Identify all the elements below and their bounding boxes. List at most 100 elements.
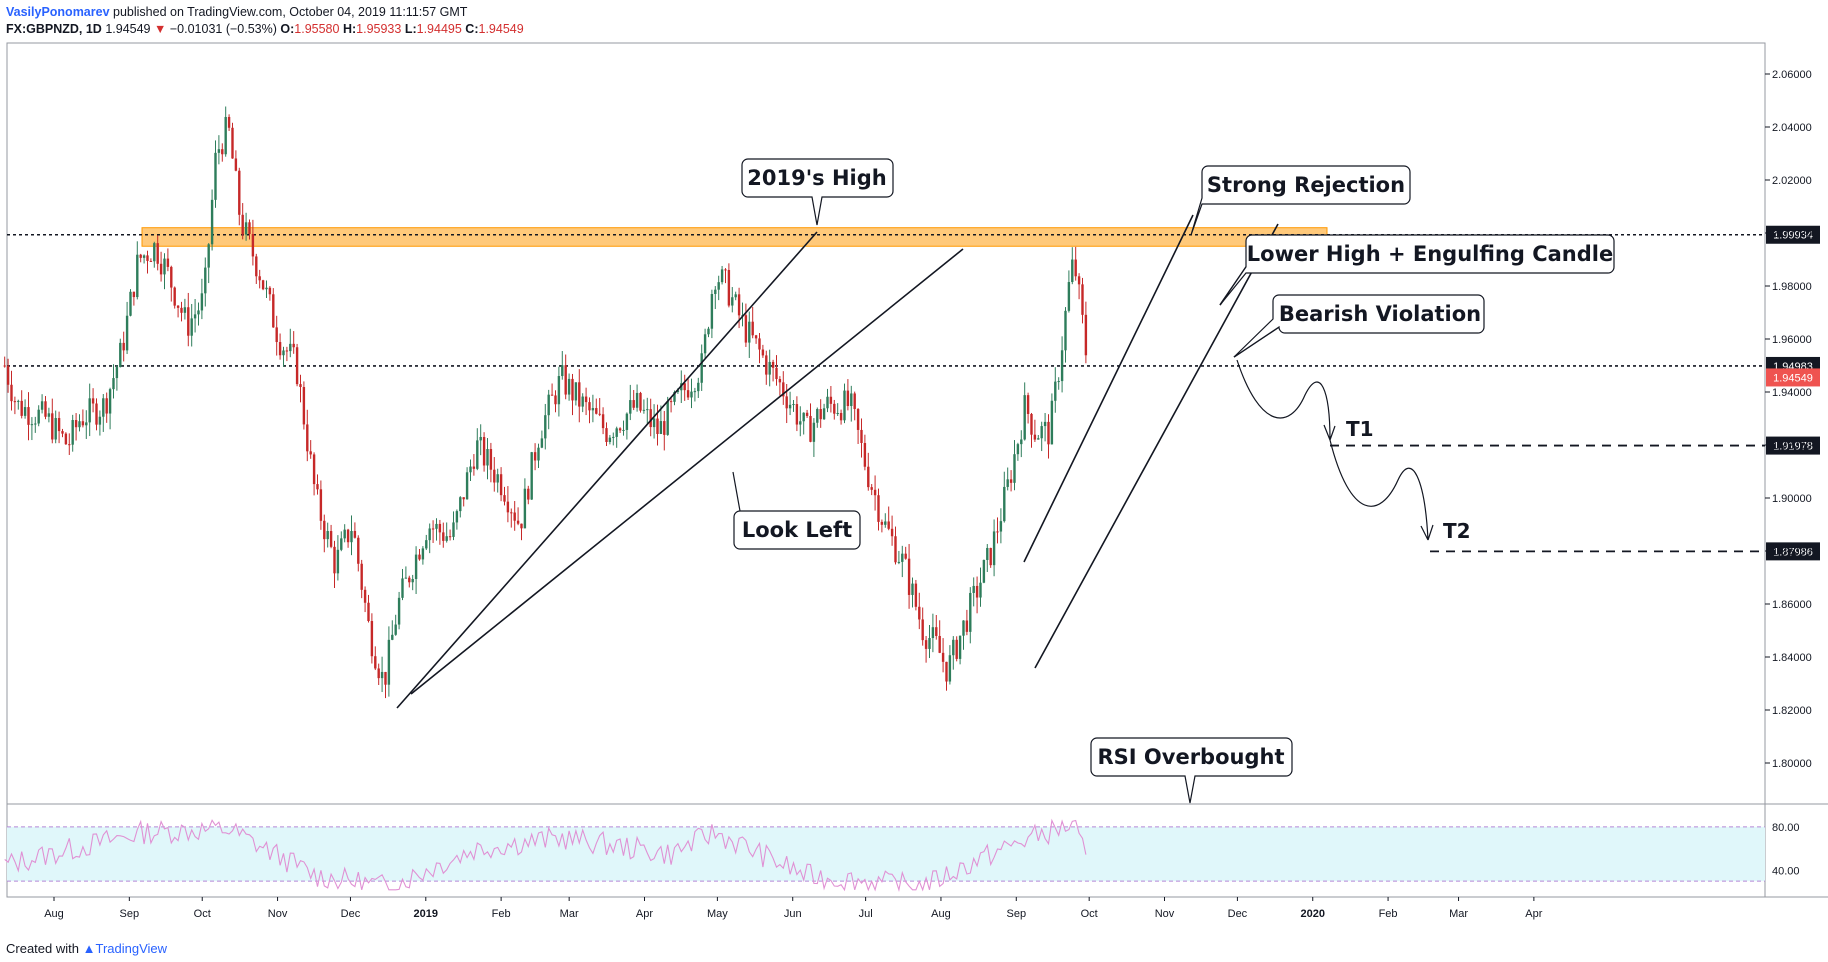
- candle: [496, 468, 499, 493]
- candle: [421, 546, 425, 565]
- rsi-tick-label: 40.00: [1772, 865, 1800, 877]
- tradingview-brand[interactable]: TradingView: [95, 941, 168, 956]
- candle: [652, 404, 656, 439]
- candle: [646, 397, 649, 424]
- candle: [826, 388, 829, 413]
- label-2019-high[interactable]: 2019's High: [741, 158, 894, 226]
- candle: [183, 298, 187, 320]
- candle: [353, 522, 357, 539]
- candle: [860, 418, 863, 458]
- footer: Created with ▲TradingView: [6, 941, 167, 956]
- candle: [489, 442, 493, 483]
- candle: [452, 511, 455, 541]
- candle: [149, 258, 153, 262]
- candle: [870, 484, 873, 496]
- symbol-label[interactable]: FX:GBPNZD, 1D: [6, 22, 102, 36]
- candle: [197, 302, 200, 326]
- candle: [707, 326, 710, 338]
- candle: [748, 311, 751, 358]
- candle: [312, 452, 316, 496]
- label-rsi-overbought[interactable]: RSI Overbought: [1090, 737, 1293, 804]
- price-tick-label: 1.94000: [1772, 387, 1812, 399]
- close-value: 1.94549: [478, 22, 524, 36]
- label-strong-rejection[interactable]: Strong Rejection: [1190, 165, 1411, 236]
- candle: [924, 635, 928, 663]
- publish-line: VasilyPonomarev published on TradingView…: [6, 4, 524, 21]
- candle: [350, 515, 353, 556]
- candle: [948, 645, 952, 685]
- trend-line[interactable]: [1034, 223, 1279, 669]
- candle: [57, 411, 61, 444]
- candle: [91, 388, 95, 413]
- candle: [455, 509, 459, 530]
- candle: [370, 613, 374, 664]
- candle: [686, 378, 690, 401]
- rsi-band-fill: [7, 826, 1765, 882]
- candle: [428, 523, 431, 554]
- label-lower-high[interactable]: Lower High + Engulfing Candle: [1219, 234, 1615, 306]
- candle: [251, 219, 255, 266]
- candle: [945, 661, 948, 691]
- candle: [224, 106, 227, 157]
- price-tick-label: 1.82000: [1772, 705, 1812, 717]
- candle: [465, 467, 469, 500]
- candle: [445, 522, 448, 543]
- time-tick-label: Sep: [120, 908, 140, 920]
- candle: [853, 391, 856, 421]
- label-rsi-overbought-text: RSI Overbought: [1098, 745, 1285, 769]
- candle: [856, 408, 860, 444]
- candle: [482, 432, 486, 472]
- candle: [85, 410, 88, 439]
- candle: [64, 432, 68, 445]
- candle: [238, 167, 241, 226]
- candle: [588, 397, 591, 424]
- candle: [533, 443, 537, 471]
- candle: [363, 586, 367, 613]
- time-tick-label: Jul: [859, 908, 873, 920]
- candle: [928, 624, 931, 659]
- time-tick-label: Apr: [1525, 908, 1542, 920]
- candle: [180, 301, 183, 322]
- candle: [119, 338, 122, 368]
- trend-line[interactable]: [410, 248, 964, 695]
- candle: [598, 398, 601, 417]
- author-link[interactable]: VasilyPonomarev: [6, 5, 110, 19]
- price-tick-label: 1.88000: [1772, 546, 1812, 558]
- candle: [1077, 273, 1081, 300]
- candle: [442, 522, 445, 548]
- candle: [761, 344, 765, 358]
- label-bearish-violation[interactable]: Bearish Violation: [1233, 294, 1485, 358]
- candle: [74, 413, 78, 441]
- candle: [931, 613, 935, 653]
- candle: [564, 354, 567, 400]
- trend-line[interactable]: [1023, 214, 1194, 563]
- candle: [112, 364, 115, 399]
- candle: [873, 475, 877, 511]
- candle: [540, 430, 544, 449]
- candle: [78, 414, 81, 432]
- candle: [23, 399, 27, 419]
- trend-line[interactable]: [396, 231, 818, 709]
- candle: [20, 390, 23, 419]
- candle: [799, 406, 802, 437]
- candle: [380, 656, 384, 693]
- candle: [248, 219, 251, 240]
- label-look-left-text: Look Left: [742, 518, 852, 542]
- time-tick-label: 2019: [414, 908, 438, 920]
- time-tick-label: Mar: [1449, 908, 1468, 920]
- label-look-left[interactable]: Look Left: [732, 471, 861, 550]
- time-tick-label: Dec: [341, 908, 361, 920]
- candle: [561, 351, 564, 380]
- candle: [836, 403, 839, 416]
- candle: [1050, 393, 1054, 445]
- time-tick-label: Dec: [1228, 908, 1248, 920]
- candle: [3, 356, 6, 368]
- tradingview-logo-icon[interactable]: ▲: [82, 941, 96, 956]
- candle: [782, 371, 785, 405]
- candle: [98, 410, 102, 436]
- candle: [30, 417, 34, 441]
- price-tick-label: 1.90000: [1772, 493, 1812, 505]
- candle: [108, 387, 112, 430]
